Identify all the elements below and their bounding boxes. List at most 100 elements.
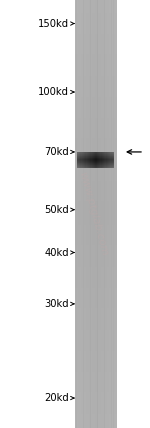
Bar xyxy=(106,155,108,156)
Bar xyxy=(98,159,99,160)
Bar xyxy=(96,0,97,428)
Bar xyxy=(75,223,117,226)
Bar xyxy=(87,161,88,162)
Bar xyxy=(76,160,78,161)
Bar xyxy=(75,352,117,354)
Bar xyxy=(106,156,108,157)
Bar xyxy=(103,167,104,168)
Bar xyxy=(75,236,117,238)
Bar xyxy=(75,88,117,90)
Bar xyxy=(85,0,86,428)
Bar xyxy=(90,160,92,161)
Bar xyxy=(113,154,114,155)
Bar xyxy=(75,393,117,395)
Bar xyxy=(100,165,102,166)
Text: 40kd: 40kd xyxy=(44,247,69,258)
Bar xyxy=(94,158,95,159)
Bar xyxy=(75,268,117,270)
Bar xyxy=(96,163,98,164)
Bar xyxy=(75,346,117,348)
Bar xyxy=(105,155,107,156)
Bar xyxy=(93,166,94,167)
Bar xyxy=(107,0,108,428)
Bar xyxy=(75,166,117,168)
Bar xyxy=(88,154,89,155)
Bar xyxy=(85,163,87,164)
Bar xyxy=(105,160,107,161)
Bar xyxy=(88,162,89,163)
Bar xyxy=(102,165,103,166)
Bar xyxy=(75,182,117,184)
Bar xyxy=(83,164,84,165)
Bar xyxy=(84,153,85,154)
Bar xyxy=(75,176,117,178)
Bar xyxy=(109,165,110,166)
Bar xyxy=(90,160,92,161)
Bar xyxy=(76,156,78,157)
Bar xyxy=(76,158,78,159)
Bar xyxy=(106,158,108,159)
Bar xyxy=(101,0,102,428)
Bar xyxy=(92,156,93,157)
Bar xyxy=(102,163,103,164)
Bar xyxy=(83,156,84,157)
Bar xyxy=(105,161,107,162)
Bar xyxy=(99,0,100,428)
Bar xyxy=(104,152,105,153)
Bar xyxy=(100,0,101,428)
Bar xyxy=(87,164,88,165)
Bar xyxy=(75,185,117,187)
Bar xyxy=(75,225,117,227)
Bar xyxy=(84,154,85,155)
Bar xyxy=(87,165,88,166)
Bar xyxy=(83,163,84,164)
Bar xyxy=(91,0,92,428)
Bar xyxy=(75,192,117,194)
Bar xyxy=(75,168,117,170)
Bar xyxy=(94,165,95,166)
Bar xyxy=(90,159,92,160)
Bar xyxy=(106,153,108,154)
Bar xyxy=(83,155,84,156)
Bar xyxy=(104,157,105,158)
Bar xyxy=(99,157,100,158)
Bar xyxy=(94,155,95,156)
Bar xyxy=(82,0,83,428)
Bar xyxy=(79,159,80,160)
Bar xyxy=(110,153,112,154)
Bar xyxy=(108,162,109,163)
Bar xyxy=(88,153,89,154)
Bar xyxy=(98,167,99,168)
Bar xyxy=(113,163,114,164)
Bar xyxy=(75,198,117,200)
Bar xyxy=(105,154,107,155)
Bar xyxy=(85,161,87,162)
Bar xyxy=(93,162,94,163)
Bar xyxy=(88,156,89,157)
Bar xyxy=(96,152,98,153)
Bar xyxy=(100,155,102,156)
Bar xyxy=(92,160,93,161)
Bar xyxy=(104,155,105,156)
Bar xyxy=(85,158,87,159)
Bar xyxy=(80,0,81,428)
Bar xyxy=(80,155,82,156)
Bar xyxy=(100,152,102,153)
Bar xyxy=(95,152,97,153)
Bar xyxy=(99,154,100,155)
Bar xyxy=(87,155,88,156)
Bar xyxy=(94,160,95,161)
Bar xyxy=(75,108,117,110)
Bar xyxy=(98,167,99,168)
Bar xyxy=(111,153,113,154)
Bar xyxy=(80,156,82,157)
Bar xyxy=(79,159,80,160)
Bar xyxy=(75,71,117,73)
Bar xyxy=(93,164,94,165)
Bar xyxy=(96,157,98,158)
Bar xyxy=(100,152,102,153)
Bar xyxy=(83,152,84,153)
Bar xyxy=(75,211,117,213)
Bar xyxy=(102,166,103,167)
Bar xyxy=(92,157,93,158)
